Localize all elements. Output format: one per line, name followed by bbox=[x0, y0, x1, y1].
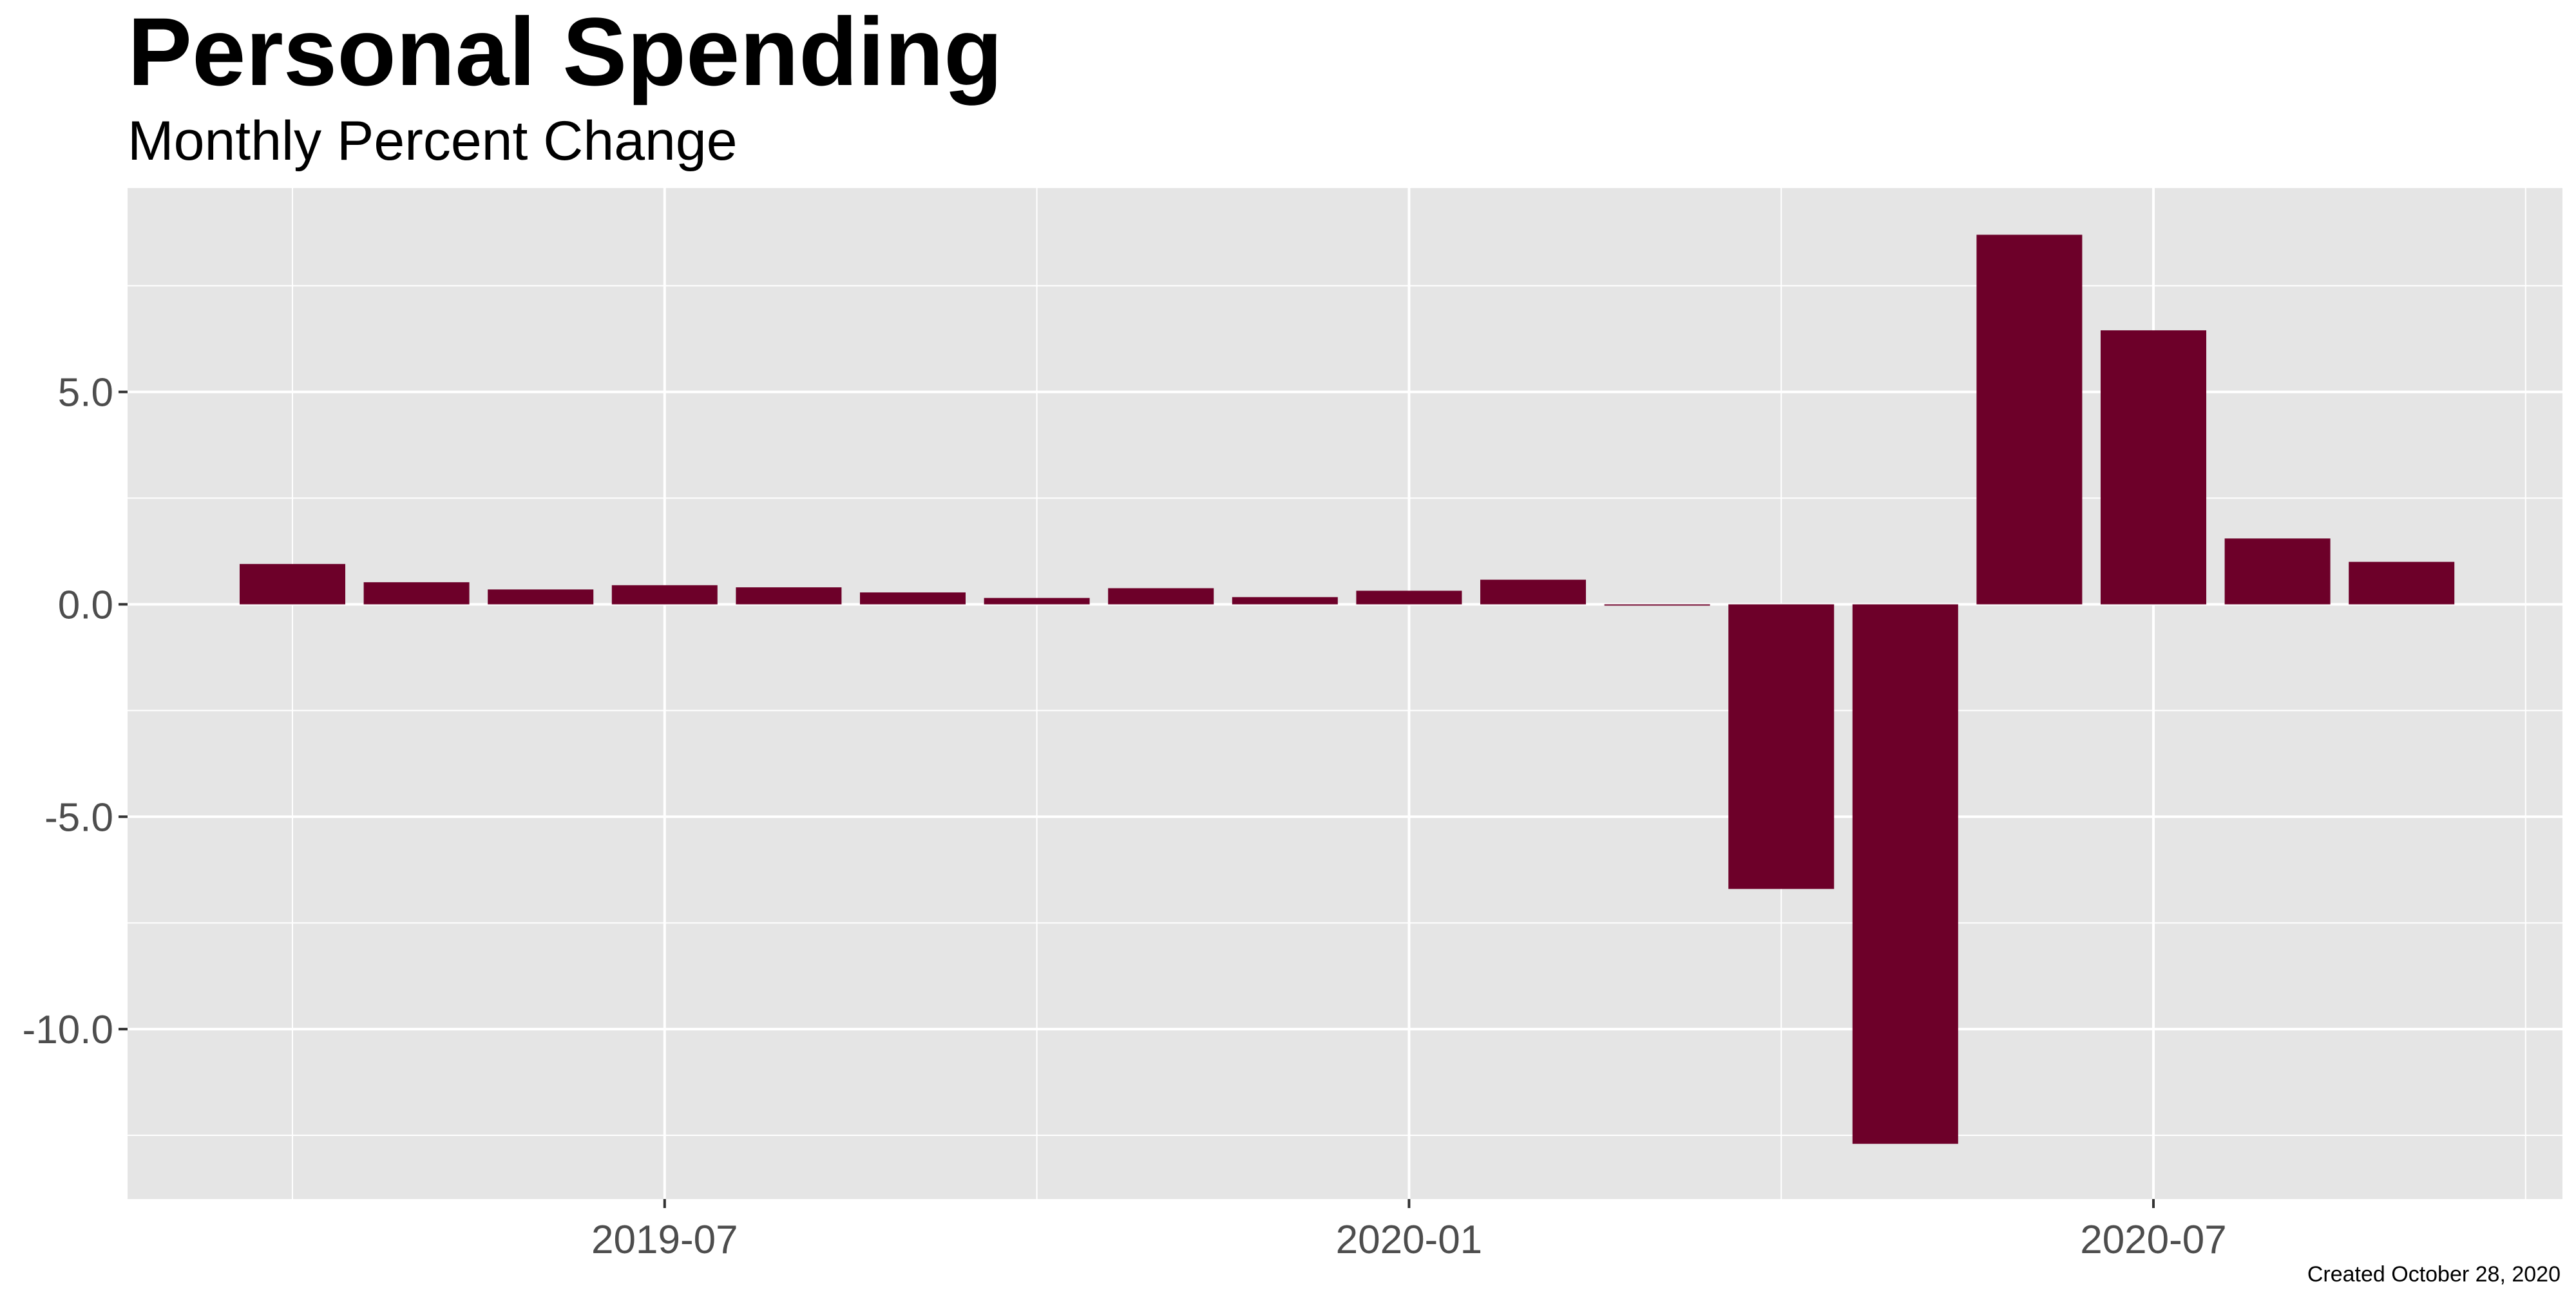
bar-2020-07 bbox=[2101, 330, 2206, 605]
bar-2020-03 bbox=[1604, 604, 1710, 606]
bar-2020-05 bbox=[1852, 604, 1958, 1144]
bar-2019-05 bbox=[363, 582, 470, 605]
y-tick-label: 0.0 bbox=[58, 583, 113, 627]
x-axis: 2019-07 2020-01 2020-07 bbox=[591, 1199, 2227, 1262]
chart-subtitle: Monthly Percent Change bbox=[128, 110, 738, 172]
y-axis: 5.0 0.0 -5.0 -10.0 bbox=[23, 371, 128, 1052]
bar-2019-08 bbox=[736, 587, 842, 605]
bar-2019-06 bbox=[488, 589, 594, 605]
x-tick-label: 2019-07 bbox=[591, 1218, 738, 1262]
bar-2019-09 bbox=[860, 592, 966, 605]
bar-2019-04 bbox=[240, 563, 345, 605]
bar-2019-10 bbox=[984, 598, 1090, 605]
y-tick-label: -5.0 bbox=[44, 795, 113, 840]
bar-2019-07 bbox=[611, 585, 718, 605]
bar-2020-02 bbox=[1480, 580, 1586, 605]
minor-gridlines bbox=[128, 188, 2562, 1199]
bar-2019-11 bbox=[1108, 588, 1214, 605]
bar-2020-09 bbox=[2349, 562, 2455, 605]
chart-title: Personal Spending bbox=[128, 0, 1003, 106]
y-tick-label: -10.0 bbox=[23, 1008, 113, 1052]
bar-series bbox=[240, 234, 2455, 1144]
bar-2019-12 bbox=[1232, 597, 1338, 605]
bar-2020-06 bbox=[1976, 234, 2083, 605]
x-tick-label: 2020-07 bbox=[2080, 1218, 2227, 1262]
x-tick-label: 2020-01 bbox=[1336, 1218, 1483, 1262]
bar-2020-08 bbox=[2224, 538, 2331, 605]
y-tick-label: 5.0 bbox=[58, 371, 113, 415]
bar-2020-01 bbox=[1356, 591, 1462, 605]
bar-2020-04 bbox=[1728, 604, 1835, 889]
chart-caption: Created October 28, 2020 bbox=[2307, 1262, 2561, 1287]
